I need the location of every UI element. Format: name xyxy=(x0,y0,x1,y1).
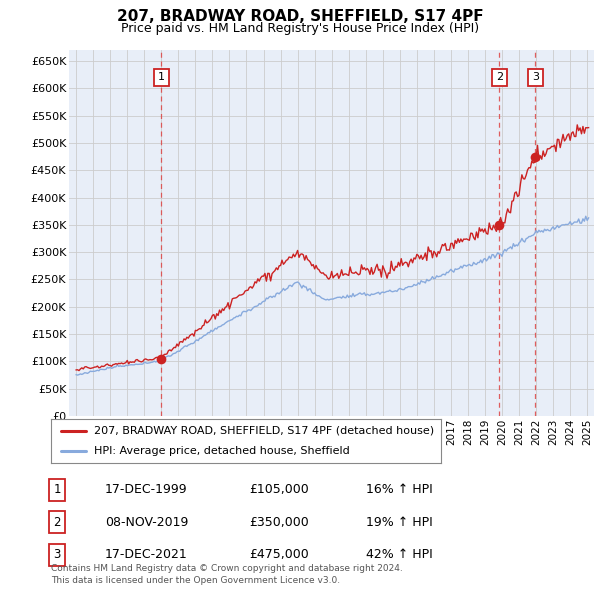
Text: 16% ↑ HPI: 16% ↑ HPI xyxy=(366,483,433,496)
Text: 2: 2 xyxy=(496,73,503,83)
Text: 1: 1 xyxy=(158,73,165,83)
Text: 17-DEC-2021: 17-DEC-2021 xyxy=(105,548,188,561)
Text: 17-DEC-1999: 17-DEC-1999 xyxy=(105,483,188,496)
Text: Contains HM Land Registry data © Crown copyright and database right 2024.
This d: Contains HM Land Registry data © Crown c… xyxy=(51,565,403,585)
Text: 19% ↑ HPI: 19% ↑ HPI xyxy=(366,516,433,529)
Text: Price paid vs. HM Land Registry's House Price Index (HPI): Price paid vs. HM Land Registry's House … xyxy=(121,22,479,35)
Text: 2: 2 xyxy=(53,516,61,529)
Text: HPI: Average price, detached house, Sheffield: HPI: Average price, detached house, Shef… xyxy=(94,446,350,456)
Text: 1: 1 xyxy=(53,483,61,496)
Text: 3: 3 xyxy=(53,548,61,561)
Text: 207, BRADWAY ROAD, SHEFFIELD, S17 4PF: 207, BRADWAY ROAD, SHEFFIELD, S17 4PF xyxy=(116,9,484,24)
Text: £350,000: £350,000 xyxy=(249,516,309,529)
Text: 08-NOV-2019: 08-NOV-2019 xyxy=(105,516,188,529)
Text: 207, BRADWAY ROAD, SHEFFIELD, S17 4PF (detached house): 207, BRADWAY ROAD, SHEFFIELD, S17 4PF (d… xyxy=(94,426,434,436)
Text: £105,000: £105,000 xyxy=(249,483,309,496)
Text: 42% ↑ HPI: 42% ↑ HPI xyxy=(366,548,433,561)
Text: 3: 3 xyxy=(532,73,539,83)
Text: £475,000: £475,000 xyxy=(249,548,309,561)
